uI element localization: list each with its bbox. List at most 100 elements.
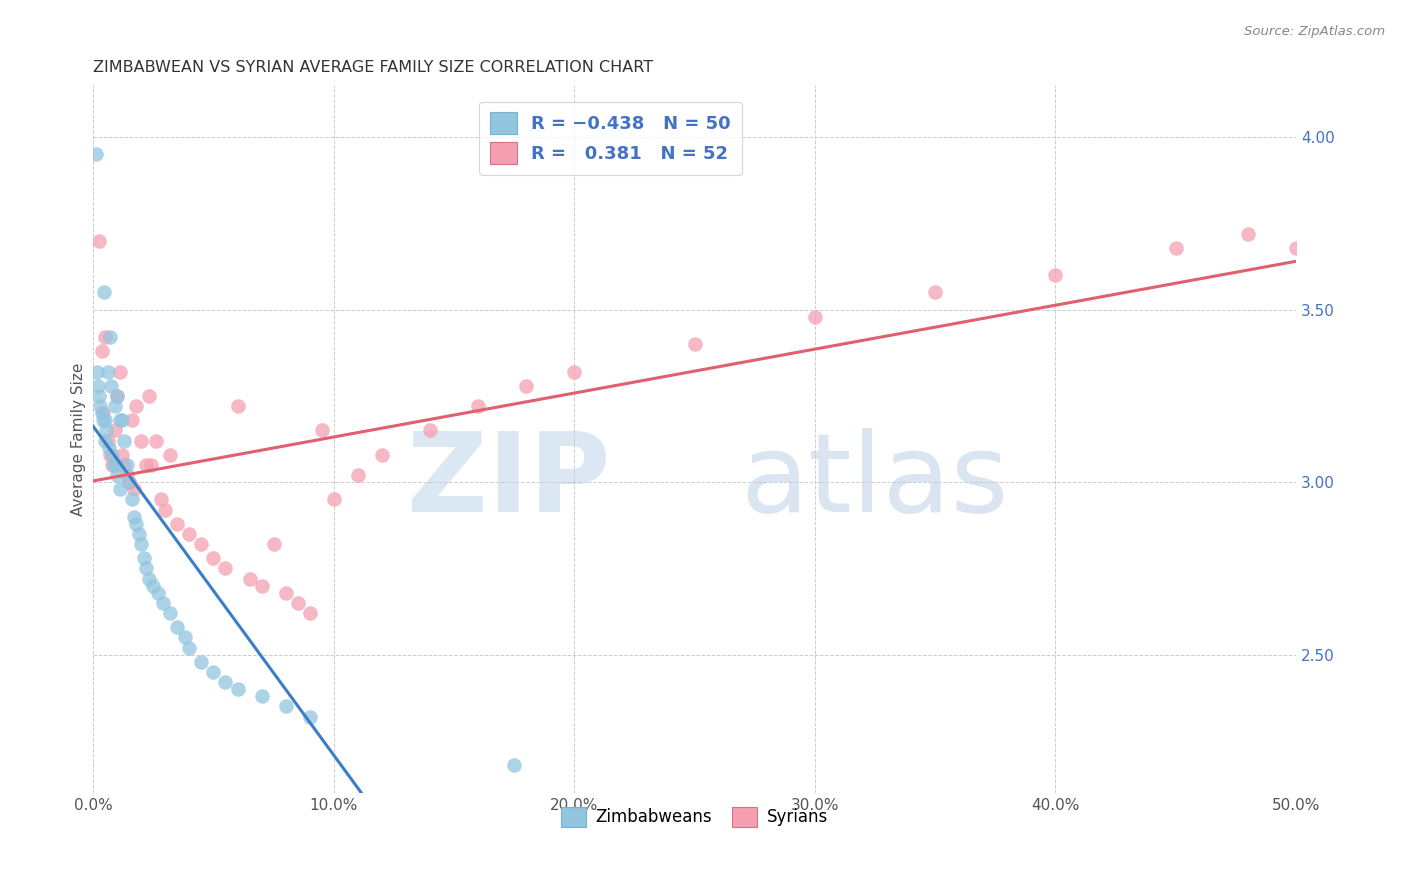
Point (287, 596, 309, 610)
Point (263, 537, 285, 551)
Point (1285, 241, 1308, 255)
Point (91, 413, 114, 427)
Point (1045, 268, 1067, 283)
Point (250, 689, 273, 703)
Point (125, 516, 148, 531)
Point (214, 675, 236, 690)
Point (311, 424, 333, 438)
Point (97, 365, 120, 379)
Point (115, 458, 138, 472)
Point (190, 655, 212, 669)
Point (346, 468, 368, 483)
Point (87, 378, 110, 392)
Point (298, 710, 321, 724)
Point (159, 448, 181, 462)
Text: ZIMBABWEAN VS SYRIAN AVERAGE FAMILY SIZE CORRELATION CHART: ZIMBABWEAN VS SYRIAN AVERAGE FAMILY SIZE… (93, 60, 654, 75)
Point (804, 310, 827, 324)
Point (1237, 227, 1260, 241)
Point (250, 579, 273, 593)
Point (111, 448, 134, 462)
Point (89, 389, 111, 403)
Point (683, 337, 706, 351)
Point (419, 424, 441, 438)
Point (503, 758, 526, 772)
Point (105, 389, 128, 403)
Point (179, 527, 201, 541)
Point (96, 424, 118, 438)
Point (121, 413, 143, 427)
Point (97, 441, 120, 455)
Point (97, 434, 120, 448)
Point (152, 596, 174, 610)
Point (155, 503, 177, 517)
Point (214, 561, 236, 575)
Text: ZIP: ZIP (406, 428, 610, 535)
Point (135, 561, 157, 575)
Point (90, 406, 112, 420)
Point (166, 620, 188, 634)
Point (94, 330, 117, 344)
Point (138, 572, 160, 586)
Point (103, 458, 125, 472)
Point (118, 475, 141, 490)
Point (115, 468, 138, 483)
Point (142, 579, 165, 593)
Point (105, 468, 128, 483)
Point (98, 448, 121, 462)
Point (467, 399, 489, 413)
Point (238, 572, 260, 586)
Point (105, 389, 128, 403)
Point (138, 389, 160, 403)
Point (139, 458, 162, 472)
Point (89, 234, 111, 248)
Point (122, 482, 145, 496)
Point (104, 399, 127, 413)
Point (179, 640, 201, 655)
Point (108, 482, 131, 496)
Point (89, 399, 111, 413)
Point (145, 434, 167, 448)
Legend: Zimbabweans, Syrians: Zimbabweans, Syrians (554, 800, 835, 834)
Point (129, 537, 152, 551)
Point (104, 424, 127, 438)
Point (91, 406, 114, 420)
Point (121, 492, 143, 507)
Point (128, 527, 150, 541)
Point (322, 492, 344, 507)
Point (515, 378, 537, 392)
Point (202, 665, 225, 679)
Point (1164, 241, 1187, 255)
Point (101, 458, 124, 472)
Point (190, 537, 212, 551)
Point (173, 631, 195, 645)
Point (90, 344, 112, 359)
Point (146, 585, 169, 599)
Point (924, 285, 946, 300)
Point (202, 551, 225, 566)
Point (118, 475, 141, 490)
Point (125, 399, 148, 413)
Point (149, 492, 172, 507)
Point (114, 434, 136, 448)
Y-axis label: Average Family Size: Average Family Size (72, 362, 86, 516)
Point (562, 365, 585, 379)
Point (98, 330, 121, 344)
Point (166, 516, 188, 531)
Point (114, 458, 136, 472)
Point (159, 607, 181, 621)
Point (226, 399, 249, 413)
Point (274, 585, 297, 599)
Point (84, 147, 107, 161)
Point (129, 434, 152, 448)
Point (86, 365, 108, 379)
Text: atlas: atlas (741, 428, 1010, 535)
Point (94, 413, 117, 427)
Point (108, 365, 131, 379)
Point (100, 378, 122, 392)
Point (371, 448, 394, 462)
Point (274, 699, 297, 714)
Point (94, 434, 117, 448)
Point (122, 509, 145, 524)
Point (105, 458, 128, 472)
Point (135, 458, 157, 472)
